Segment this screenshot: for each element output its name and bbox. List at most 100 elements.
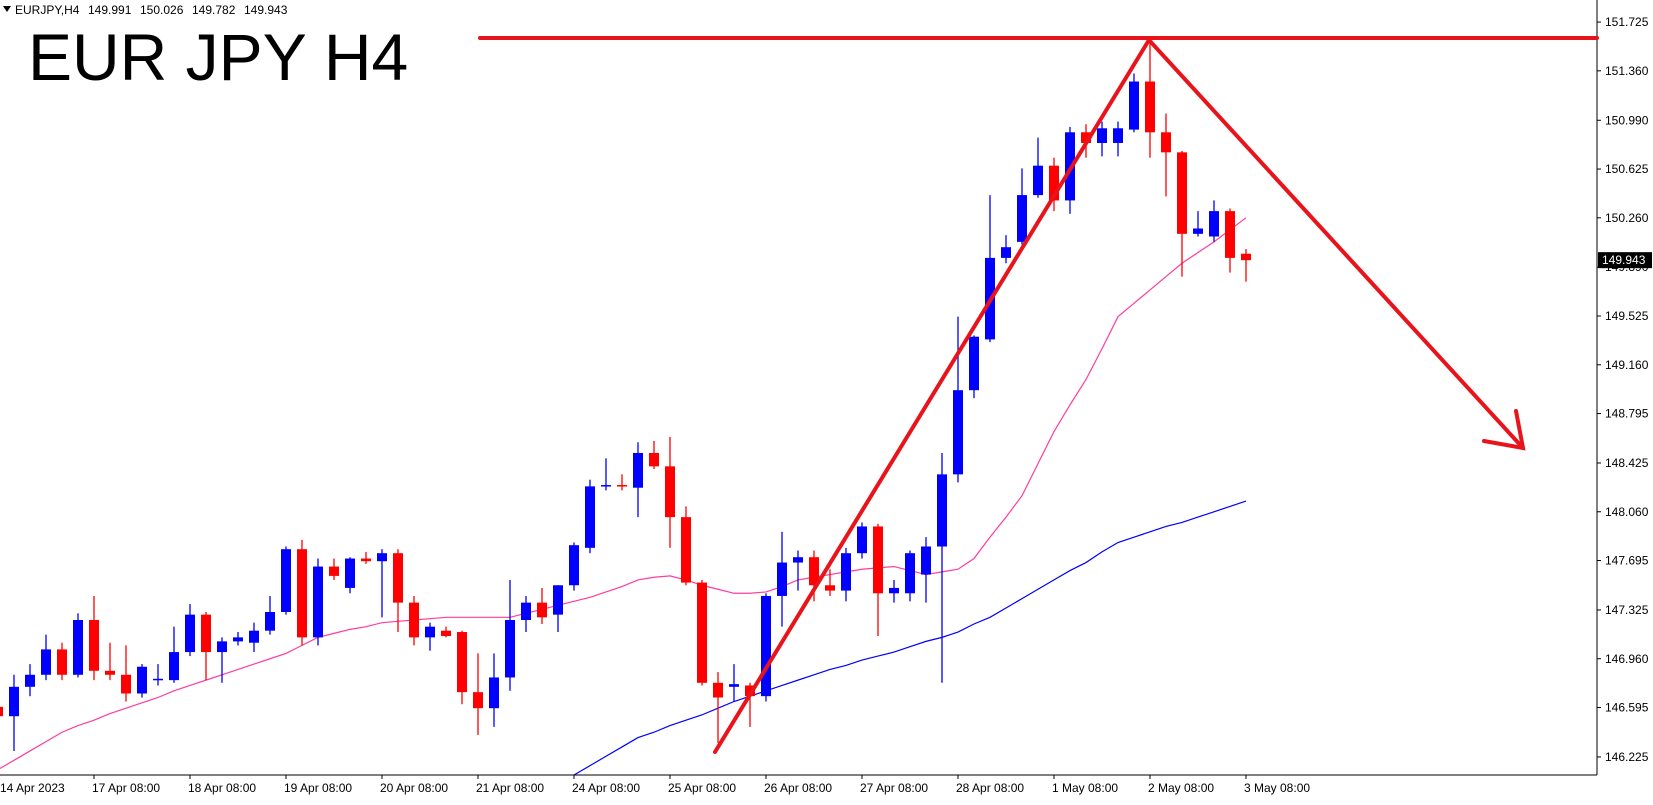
- candle-body: [1049, 165, 1059, 201]
- symbol-label: EURJPY,H4: [15, 3, 80, 17]
- candle-body: [553, 585, 563, 615]
- candle-body: [377, 553, 387, 562]
- candle-body: [873, 526, 883, 594]
- candle-body: [217, 641, 227, 653]
- candle-body: [1193, 228, 1203, 234]
- candle-body: [969, 336, 979, 391]
- x-tick-label: 21 Apr 08:00: [476, 781, 544, 795]
- candle-body: [1129, 81, 1139, 130]
- chart-title: EUR JPY H4: [28, 20, 408, 94]
- price-label-box: [1598, 252, 1652, 269]
- y-tick-label: 151.360: [1605, 64, 1649, 78]
- candle-body: [137, 666, 147, 694]
- y-tick-label: 146.595: [1605, 701, 1649, 715]
- candle-body: [1113, 128, 1123, 143]
- candle-body: [1001, 247, 1011, 258]
- candle-body: [585, 486, 595, 548]
- candle-body: [57, 649, 67, 675]
- candle-body: [665, 466, 675, 518]
- candle-body: [185, 614, 195, 653]
- candle-body: [473, 692, 483, 709]
- candle-body: [393, 553, 403, 603]
- candle-body: [9, 686, 19, 717]
- candle-body: [1209, 211, 1219, 237]
- y-tick-label: 150.625: [1605, 162, 1649, 176]
- candle-body: [1033, 165, 1043, 196]
- y-tick-label: 150.260: [1605, 211, 1649, 225]
- candle-body: [425, 626, 435, 638]
- candle-body: [569, 545, 579, 586]
- candle-body: [489, 677, 499, 709]
- candle-body: [857, 526, 867, 554]
- drawings: [478, 36, 1599, 754]
- x-tick-label: 28 Apr 08:00: [956, 781, 1024, 795]
- candle-body: [297, 549, 307, 638]
- candle-body: [25, 674, 35, 687]
- candle-body: [233, 637, 243, 642]
- y-tick-label: 148.060: [1605, 505, 1649, 519]
- y-tick-label: 147.695: [1605, 554, 1649, 568]
- candle-body: [281, 549, 291, 612]
- candle-body: [201, 614, 211, 653]
- candle-body: [681, 517, 691, 583]
- candle-body: [0, 706, 3, 717]
- candle-body: [649, 452, 659, 467]
- candle-body: [809, 557, 819, 586]
- candle-body: [713, 682, 723, 698]
- candle-body: [105, 670, 115, 675]
- candle-body: [265, 611, 275, 631]
- candle-body: [617, 485, 627, 487]
- x-tick-label: 14 Apr 2023: [0, 781, 65, 795]
- candle-body: [953, 390, 963, 475]
- x-tick-label: 20 Apr 08:00: [380, 781, 448, 795]
- candle-body: [169, 652, 179, 681]
- y-tick-label: 151.725: [1605, 15, 1649, 29]
- candle-body: [1225, 211, 1235, 258]
- x-tick-label: 24 Apr 08:00: [572, 781, 640, 795]
- candle-body: [841, 553, 851, 591]
- candle-body: [441, 630, 451, 637]
- candle-body: [905, 553, 915, 594]
- candle-body: [633, 452, 643, 488]
- x-tick-label: 27 Apr 08:00: [860, 781, 928, 795]
- y-tick-label: 148.795: [1605, 407, 1649, 421]
- candle-body: [345, 558, 355, 588]
- header-close: 149.943: [244, 3, 288, 17]
- candle-body: [505, 620, 515, 678]
- candle-body: [361, 558, 371, 562]
- y-tick-label: 146.225: [1605, 750, 1649, 764]
- x-tick-label: 18 Apr 08:00: [188, 781, 256, 795]
- header-high: 150.026: [140, 3, 184, 17]
- candle-body: [153, 678, 163, 681]
- x-tick-label: 19 Apr 08:00: [284, 781, 352, 795]
- candle-body: [249, 630, 259, 643]
- header-low: 149.782: [192, 3, 236, 17]
- candle-body: [1241, 253, 1251, 261]
- x-tick-label: 3 May 08:00: [1244, 781, 1310, 795]
- y-tick-label: 150.990: [1605, 113, 1649, 127]
- y-tick-label: 146.960: [1605, 652, 1649, 666]
- candle-body: [1017, 195, 1027, 242]
- plot-area: [0, 42, 1251, 775]
- candle-body: [793, 557, 803, 563]
- price-label: 149.943: [1602, 253, 1646, 267]
- candle-body: [121, 674, 131, 694]
- y-tick-label: 149.160: [1605, 358, 1649, 372]
- candle-body: [409, 602, 419, 638]
- candle-body: [1145, 81, 1155, 133]
- candle-body: [825, 585, 835, 591]
- y-tick-label: 147.325: [1605, 603, 1649, 617]
- x-tick-label: 26 Apr 08:00: [764, 781, 832, 795]
- trend-lines: [713, 36, 1525, 754]
- y-tick-label: 148.425: [1605, 456, 1649, 470]
- candle-body: [1177, 152, 1187, 234]
- candle-body: [521, 602, 531, 620]
- candle-body: [1081, 132, 1091, 143]
- candle-body: [889, 587, 899, 594]
- candle-body: [457, 632, 467, 693]
- candle-body: [89, 620, 99, 671]
- y-tick-label: 149.525: [1605, 309, 1649, 323]
